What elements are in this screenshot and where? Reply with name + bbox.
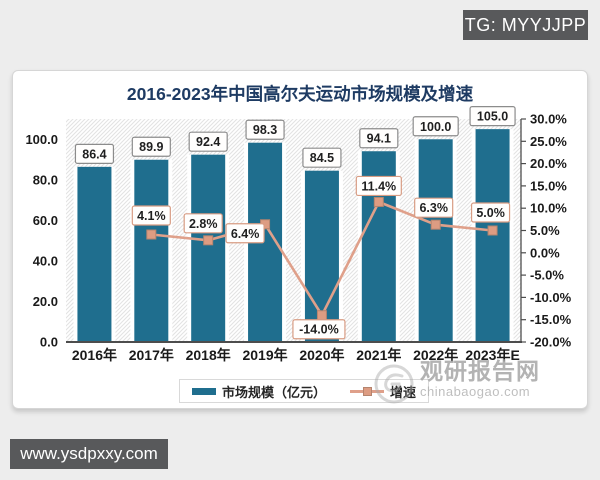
right-axis-tick-label: 20.0%: [530, 156, 567, 171]
left-axis-tick-label: 0.0: [40, 335, 58, 350]
x-axis-label: 2023年E: [465, 347, 519, 363]
legend-label-growth: 增速: [390, 384, 417, 400]
x-axis-label: 2021年: [356, 347, 401, 363]
bar-2018年: [191, 154, 226, 342]
right-axis-tick-label: -15.0%: [530, 312, 572, 327]
right-axis-tick-label: 25.0%: [530, 134, 567, 149]
right-axis-tick-label: -5.0%: [530, 268, 564, 283]
x-axis-label: 2022年: [413, 347, 458, 363]
right-axis-tick-label: 5.0%: [530, 223, 560, 238]
legend-label-market-size: 市场规模（亿元）: [221, 384, 326, 400]
left-axis-tick-label: 100.0: [25, 132, 58, 147]
x-axis-label: 2018年: [186, 347, 231, 363]
growth-value-label-box: [414, 197, 454, 218]
growth-value-label-text: 11.4%: [361, 179, 396, 193]
tg-contact-badge: TG: MYYJJPP: [463, 10, 588, 40]
chart-legend: 市场规模（亿元） 增速: [179, 379, 429, 403]
growth-value-label-box: [131, 205, 171, 226]
bar-value-label-box: [412, 116, 459, 137]
bar-value-label-box: [359, 128, 399, 149]
bar-value-label-text: 84.5: [310, 151, 334, 165]
left-axis-tick-label: 20.0: [33, 294, 58, 309]
site-url-badge: www.ysdpxxy.com: [10, 439, 168, 469]
growth-marker: [146, 229, 157, 240]
growth-marker: [487, 225, 498, 236]
bar-value-label-text: 100.0: [420, 120, 451, 134]
growth-value-label-text: 6.3%: [419, 201, 448, 215]
bar-value-label-box: [302, 147, 342, 168]
growth-value-label-text: 5.0%: [476, 206, 505, 220]
growth-marker: [430, 219, 441, 230]
bar-value-label-text: 89.9: [139, 140, 163, 154]
bar-value-label-text: 98.3: [253, 123, 277, 137]
legend-item-market-size: 市场规模（亿元）: [191, 382, 326, 401]
bar-value-label-box: [469, 106, 516, 127]
growth-marker: [316, 310, 327, 321]
growth-marker: [373, 196, 384, 207]
right-axis-tick-label: -10.0%: [530, 290, 572, 305]
growth-value-label-box: [183, 213, 223, 234]
bar-value-label-box: [188, 131, 228, 152]
x-axis-label: 2019年: [242, 347, 287, 363]
combo-chart: 100.0 80.0 60.0 40.0 20.0 0.0 30.0% 25.0% 20.0% 1…: [25, 106, 572, 363]
growth-value-label-box: [225, 223, 265, 244]
growth-value-label-text: 2.8%: [189, 217, 218, 231]
growth-value-label-text: -14.0%: [299, 323, 339, 337]
bar-2016年: [77, 166, 112, 342]
bar-value-label-text: 105.0: [477, 110, 508, 124]
left-axis-tick-label: 80.0: [33, 172, 58, 187]
right-axis-tick-label: 0.0%: [530, 245, 560, 260]
growth-value-label-box: [355, 175, 402, 197]
right-axis-tick-label: 15.0%: [530, 178, 567, 193]
growth-value-label-box: [470, 202, 511, 223]
growth-value-label-text: 4.1%: [137, 209, 166, 223]
bar-2023年E: [475, 129, 510, 342]
bar-2022年: [418, 139, 453, 342]
bar-value-label-box: [245, 119, 285, 140]
right-axis-tick-label: 30.0%: [530, 112, 567, 127]
bar-value-label-box: [131, 136, 171, 157]
x-axis-label: 2020年: [299, 347, 344, 363]
bar-value-label-text: 92.4: [196, 135, 220, 149]
right-axis-tick-label: -20.0%: [530, 335, 572, 350]
growth-value-label-box: [292, 319, 346, 340]
legend-item-growth: 增速: [350, 382, 416, 401]
bar-series-swatch: [191, 387, 216, 395]
bar-2017年: [134, 159, 169, 342]
line-series-swatch: [350, 386, 384, 396]
chart-panel: 2016-2023年中国高尔夫运动市场规模及增速 100.0 80.0 60.0 40…: [12, 70, 588, 409]
growth-marker: [203, 235, 214, 246]
chart-title: 2016-2023年中国高尔夫运动市场规模及增速: [126, 84, 474, 104]
left-axis-tick-label: 60.0: [33, 213, 58, 228]
bar-value-label-text: 94.1: [367, 132, 391, 146]
bar-value-label-box: [74, 143, 115, 164]
right-axis-tick-label: 10.0%: [530, 201, 567, 216]
left-axis-tick-label: 40.0: [33, 253, 58, 268]
growth-value-label-text: 6.4%: [231, 227, 260, 241]
bar-value-label-text: 86.4: [82, 147, 106, 161]
x-axis-label: 2017年: [129, 347, 174, 363]
x-axis-label: 2016年: [72, 347, 117, 363]
